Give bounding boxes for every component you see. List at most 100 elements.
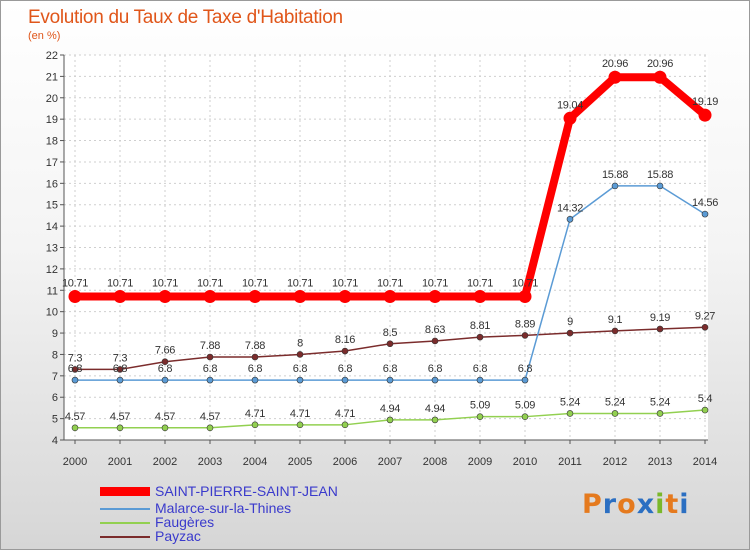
data-label: 10.71	[467, 277, 493, 289]
logo-letter: o	[617, 489, 637, 520]
data-point	[251, 353, 259, 361]
logo-letter: P	[582, 489, 603, 520]
y-tick-label: 22	[46, 50, 58, 62]
data-point	[116, 424, 124, 432]
proxiti-logo: Proxiti	[582, 489, 690, 520]
data-label: 5.24	[605, 396, 625, 408]
data-label: 4.57	[65, 411, 85, 423]
data-label: 8.89	[515, 318, 535, 330]
x-tick-label: 2003	[198, 456, 222, 468]
data-label: 4.57	[110, 411, 130, 423]
data-point	[656, 410, 664, 417]
data-point	[296, 376, 304, 384]
data-point	[476, 376, 484, 384]
legend-swatch	[100, 487, 150, 496]
data-point	[71, 376, 79, 384]
data-label: 8	[297, 337, 303, 349]
data-label: 8.81	[470, 320, 490, 332]
data-label: 14.56	[692, 197, 718, 209]
data-label: 9	[567, 316, 573, 328]
data-point	[68, 289, 82, 303]
legend-label: Faugères	[155, 514, 215, 530]
data-label: 10.71	[62, 277, 88, 289]
logo-letter: r	[602, 489, 618, 520]
data-point	[701, 406, 709, 414]
data-label: 10.71	[377, 277, 403, 289]
x-tick-label: 2002	[153, 456, 177, 468]
legend-item-malarce-sur-la-thines: Malarce-sur-la-Thines	[100, 500, 360, 517]
data-point	[473, 289, 487, 303]
x-tick-label: 2011	[558, 456, 582, 468]
data-point	[563, 111, 577, 125]
data-label: 6.8	[428, 363, 443, 375]
data-point	[653, 70, 667, 84]
data-point	[428, 289, 442, 303]
x-tick-label: 2013	[648, 456, 672, 468]
legend-swatch	[100, 536, 150, 538]
data-point	[431, 416, 439, 424]
y-tick-label: 11	[47, 285, 58, 297]
chart-unit-label: (en %)	[28, 30, 61, 42]
data-label: 5.09	[515, 400, 535, 412]
y-tick-label: 20	[46, 93, 58, 105]
data-point	[611, 410, 619, 417]
y-tick-label: 7	[52, 371, 58, 383]
data-label: 6.8	[158, 363, 173, 375]
legend-item-saint-pierre-saint-jean: SAINT-PIERRE-SAINT-JEAN	[100, 483, 360, 500]
data-point	[521, 413, 529, 420]
y-tick-label: 4	[52, 435, 58, 447]
data-point	[116, 376, 124, 384]
data-label: 10.71	[332, 277, 358, 289]
legend-label: SAINT-PIERRE-SAINT-JEAN	[155, 483, 338, 499]
data-label: 10.71	[152, 277, 178, 289]
data-label: 8.63	[425, 324, 445, 336]
data-label: 10.71	[197, 277, 223, 289]
x-tick-label: 2005	[288, 456, 312, 468]
legend-label: Malarce-sur-la-Thines	[155, 500, 292, 516]
legend-item-payzac: Payzac	[100, 528, 360, 545]
logo-letter: i	[655, 489, 666, 520]
data-point	[521, 332, 529, 339]
logo-letter: t	[665, 489, 680, 520]
data-label: 7.3	[68, 352, 83, 364]
logo-letter: i	[679, 489, 690, 520]
data-label: 19.04	[557, 99, 583, 111]
data-label: 19.19	[692, 96, 718, 108]
legend-item-faugeres: Faugères	[100, 514, 360, 531]
data-label: 6.8	[68, 363, 83, 375]
data-label: 6.8	[338, 363, 353, 375]
data-point	[206, 424, 214, 432]
y-tick-label: 18	[46, 136, 58, 148]
y-tick-label: 13	[46, 243, 58, 255]
data-point	[656, 182, 664, 190]
data-label: 6.8	[293, 363, 308, 375]
data-label: 6.8	[473, 363, 488, 375]
data-point	[566, 329, 574, 337]
data-label: 6.8	[113, 363, 128, 375]
x-tick-label: 2007	[378, 456, 402, 468]
data-label: 10.71	[512, 277, 538, 289]
x-tick-label: 2008	[423, 456, 447, 468]
data-label: 5.24	[650, 396, 670, 408]
x-tick-label: 2004	[243, 456, 267, 468]
data-label: 15.88	[602, 169, 628, 181]
data-label: 9.27	[695, 310, 715, 322]
data-point	[608, 70, 622, 84]
data-label: 4.57	[155, 411, 175, 423]
data-point	[203, 289, 217, 303]
legend-swatch	[100, 522, 150, 524]
data-point	[476, 333, 484, 341]
data-label: 15.88	[647, 169, 673, 181]
data-label: 7.88	[200, 340, 220, 352]
data-point	[71, 424, 79, 432]
y-tick-label: 16	[46, 178, 58, 190]
data-point	[701, 210, 709, 218]
data-label: 8.16	[335, 334, 355, 346]
data-point	[161, 424, 169, 432]
data-point	[341, 421, 349, 429]
y-tick-label: 19	[46, 114, 58, 126]
y-tick-label: 9	[52, 328, 58, 340]
data-point	[116, 366, 124, 373]
data-point	[341, 347, 349, 355]
x-tick-label: 2012	[603, 456, 627, 468]
